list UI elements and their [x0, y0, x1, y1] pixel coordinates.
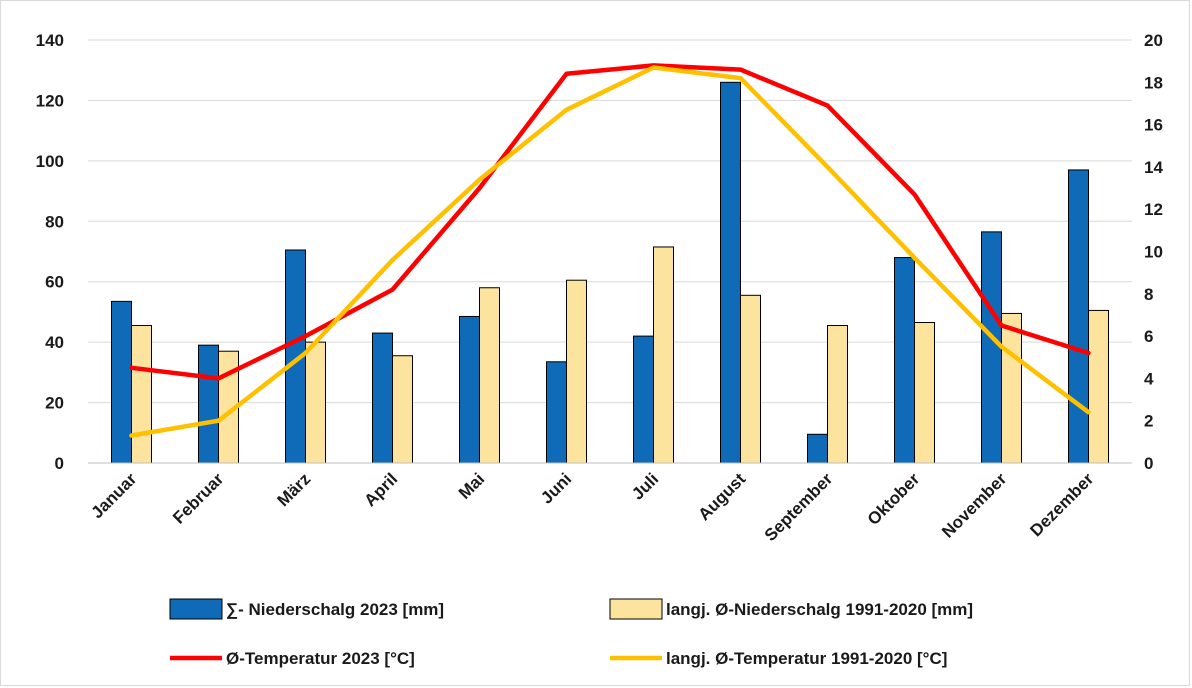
bar-niederschlag-2023-7	[720, 81, 741, 464]
legend-niederschlag-2023-swatch	[169, 598, 223, 620]
x-category-label: Februar	[169, 469, 227, 527]
x-category-label: August	[694, 469, 749, 524]
y-right-tick-label: 2	[1144, 412, 1153, 431]
x-category-label: Juni	[537, 469, 575, 507]
x-category-label: Januar	[87, 469, 140, 522]
y-left-tick-label: 140	[36, 31, 64, 50]
legend-niederschlag-longterm-label: langj. Ø-Niederschalg 1991-2020 [mm]	[666, 600, 973, 619]
x-category-label: November	[938, 469, 1010, 541]
bar-niederschlag-longterm-7	[740, 294, 761, 464]
bar-niederschlag-2023-8	[807, 433, 828, 464]
y-right-tick-label: 6	[1144, 327, 1153, 346]
bar-niederschlag-2023-1	[198, 344, 219, 464]
bar-niederschlag-2023-10	[981, 231, 1002, 464]
y-right-tick-label: 12	[1144, 200, 1163, 219]
y-right-tick-label: 10	[1144, 243, 1163, 262]
bar-niederschlag-2023-6	[633, 335, 654, 464]
bar-niederschlag-longterm-8	[827, 325, 848, 464]
legend-niederschlag-longterm-swatch	[609, 598, 663, 620]
x-category-label: Dezember	[1026, 469, 1097, 540]
y-right-tick-label: 0	[1144, 454, 1153, 473]
bar-niederschlag-2023-4	[459, 315, 480, 464]
legend-temperature-2023-label: Ø-Temperatur 2023 [°C]	[226, 649, 415, 668]
y-right-tick-label: 8	[1144, 285, 1153, 304]
bar-niederschlag-longterm-3	[392, 355, 413, 464]
line-temperature-2023	[129, 63, 1091, 381]
bar-niederschlag-longterm-4	[479, 287, 500, 464]
bar-niederschlag-longterm-10	[1001, 312, 1022, 464]
y-right-tick-label: 14	[1144, 158, 1163, 177]
bar-niederschlag-longterm-2	[305, 341, 326, 464]
y-left-tick-label: 0	[55, 454, 64, 473]
legend-niederschlag-2023-label: ∑- Niederschalg 2023 [mm]	[226, 600, 444, 619]
bar-niederschlag-2023-0	[111, 300, 132, 464]
bar-niederschlag-longterm-6	[653, 246, 674, 464]
bar-niederschlag-2023-9	[894, 257, 915, 464]
x-category-label: Oktober	[864, 469, 924, 529]
y-left-tick-label: 120	[36, 91, 64, 110]
x-category-label: Juli	[628, 469, 662, 503]
y-left-tick-label: 20	[45, 394, 64, 413]
line-temperature-longterm	[129, 65, 1091, 438]
y-right-tick-label: 4	[1144, 369, 1154, 388]
bar-niederschlag-longterm-0	[131, 325, 152, 464]
bar-niederschlag-2023-3	[372, 332, 393, 464]
x-category-label: März	[274, 469, 315, 510]
y-right-tick-label: 18	[1144, 73, 1163, 92]
legend-temperature-longterm-label: langj. Ø-Temperatur 1991-2020 [°C]	[666, 649, 947, 668]
x-category-label: September	[761, 469, 837, 545]
y-left-tick-label: 60	[45, 273, 64, 292]
y-right-tick-label: 16	[1144, 116, 1163, 135]
bar-niederschlag-2023-11	[1068, 169, 1089, 464]
y-left-tick-label: 100	[36, 152, 64, 171]
bar-niederschlag-2023-5	[546, 361, 567, 464]
x-category-label: Mai	[455, 469, 488, 502]
bar-niederschlag-longterm-5	[566, 279, 587, 464]
bar-niederschlag-longterm-9	[914, 322, 935, 464]
bar-niederschlag-longterm-11	[1088, 309, 1109, 464]
x-category-label: April	[361, 469, 402, 510]
y-left-tick-label: 80	[45, 212, 64, 231]
y-right-tick-label: 20	[1144, 31, 1163, 50]
y-left-tick-label: 40	[45, 333, 64, 352]
